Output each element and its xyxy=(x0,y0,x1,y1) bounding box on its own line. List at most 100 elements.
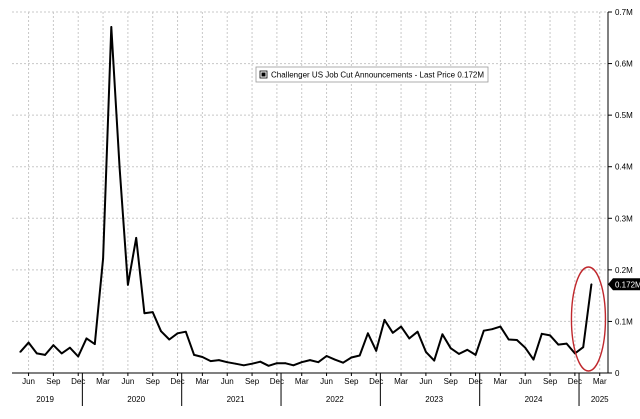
highlight-ellipse xyxy=(570,266,607,372)
data-point xyxy=(110,26,113,28)
data-point xyxy=(449,347,452,350)
data-point xyxy=(77,355,80,358)
data-point xyxy=(317,361,320,364)
data-point xyxy=(491,328,494,331)
axis-layer: 0 0.1M 0.2M 0.3M 0.4M 0.5M 0.6M 0.7M Jun Sep Dec Ma… xyxy=(12,8,633,406)
grid-layer xyxy=(12,11,608,373)
x-tick-label: Mar xyxy=(394,377,408,386)
data-point xyxy=(358,354,361,357)
data-point xyxy=(135,236,138,239)
x-tick-label: Sep xyxy=(46,377,61,386)
x-tick-label: Jun xyxy=(320,377,333,386)
data-point xyxy=(300,361,303,364)
data-point xyxy=(549,334,551,337)
data-point xyxy=(507,338,510,341)
x-tick-label: Dec xyxy=(71,377,85,386)
data-point xyxy=(532,358,535,361)
x-tick-label: Jun xyxy=(221,377,234,386)
data-point xyxy=(44,354,47,356)
x-tick-label: Mar xyxy=(96,377,110,386)
legend: Challenger US Job Cut Announcements - La… xyxy=(255,66,489,83)
x-tick-label: Sep xyxy=(543,377,558,386)
data-point xyxy=(176,332,179,335)
year-label: 2019 xyxy=(36,395,54,404)
data-point xyxy=(333,358,336,361)
x-tick-label: Mar xyxy=(593,377,607,386)
data-point xyxy=(201,356,204,358)
x-tick-label: Dec xyxy=(369,377,383,386)
data-point xyxy=(309,359,311,362)
data-point xyxy=(391,331,394,334)
data-point xyxy=(590,283,593,286)
data-point xyxy=(184,330,187,333)
data-point xyxy=(218,359,220,362)
data-point xyxy=(27,341,30,344)
y-tick-label: 0.2M xyxy=(615,266,633,275)
data-point xyxy=(259,360,262,363)
y-tick-label: 0.7M xyxy=(615,8,633,17)
data-point xyxy=(441,333,444,336)
x-tick-label: Jun xyxy=(121,377,134,386)
x-tick-label: Dec xyxy=(468,377,482,386)
data-point xyxy=(400,325,402,328)
data-point xyxy=(118,166,121,169)
data-point xyxy=(408,337,411,340)
data-point xyxy=(458,353,460,355)
year-label: 2020 xyxy=(127,395,145,404)
data-point xyxy=(193,354,196,356)
data-point xyxy=(292,364,295,367)
data-point xyxy=(52,344,55,347)
data-point xyxy=(342,361,345,364)
data-point xyxy=(482,329,485,332)
data-point xyxy=(275,362,278,365)
y-tick-label: 0 xyxy=(615,369,620,378)
x-tick-label: Sep xyxy=(444,377,459,386)
data-point xyxy=(267,364,270,367)
last-value-badge-label: 0.172M xyxy=(615,280,640,289)
data-point xyxy=(209,360,212,363)
data-point xyxy=(424,350,427,353)
data-point xyxy=(367,332,369,335)
legend-box xyxy=(255,66,489,83)
x-tick-label: Jun xyxy=(419,377,432,386)
data-point xyxy=(582,346,585,349)
data-point xyxy=(69,346,71,349)
data-point xyxy=(565,342,568,345)
x-tick-label: Dec xyxy=(170,377,184,386)
data-point xyxy=(350,356,353,359)
data-point xyxy=(416,330,419,333)
x-tick-label: Dec xyxy=(270,377,284,386)
data-point xyxy=(168,338,171,341)
series-line-job-cuts xyxy=(19,26,593,367)
x-tick-label: Jun xyxy=(22,377,35,386)
x-tick-label: Dec xyxy=(568,377,582,386)
data-point xyxy=(499,325,502,328)
data-point xyxy=(524,346,527,349)
x-tick-label: Mar xyxy=(195,377,209,386)
x-tick-label: Sep xyxy=(245,377,260,386)
data-point xyxy=(474,354,477,356)
y-tick-label: 0.5M xyxy=(615,111,633,120)
data-point xyxy=(557,343,560,346)
year-label: 2025 xyxy=(591,395,609,404)
data-point xyxy=(242,364,245,367)
data-point xyxy=(93,343,96,346)
x-tick-label: Jun xyxy=(519,377,532,386)
last-value-badge xyxy=(608,278,640,291)
data-point xyxy=(466,348,469,351)
data-point xyxy=(383,318,386,321)
data-point xyxy=(251,362,253,365)
data-point xyxy=(143,312,146,315)
year-label: 2022 xyxy=(326,395,344,404)
series-layer xyxy=(19,26,607,372)
x-tick-label: Sep xyxy=(146,377,161,386)
data-point xyxy=(540,332,543,335)
data-point xyxy=(126,283,129,286)
last-value-badge-group: 0.172M xyxy=(608,278,640,291)
data-point xyxy=(19,350,22,353)
y-tick-label: 0.1M xyxy=(615,317,633,326)
data-point xyxy=(35,352,38,355)
data-point xyxy=(284,362,287,365)
legend-swatch xyxy=(261,72,266,77)
